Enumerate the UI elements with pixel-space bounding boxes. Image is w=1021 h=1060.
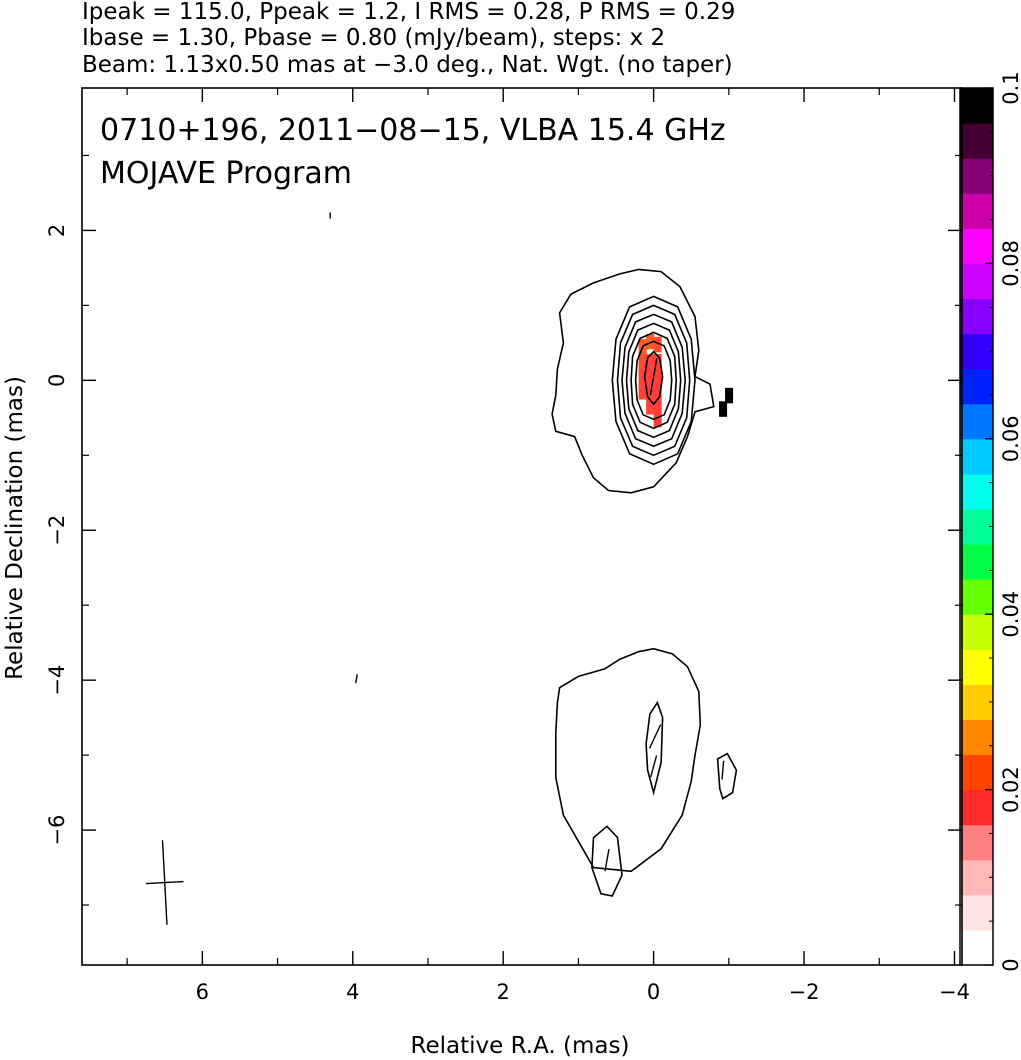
y-tick-label: −4 — [45, 665, 69, 696]
colorbar-swatch — [960, 508, 993, 545]
evpa-vector — [649, 358, 658, 396]
pol-pixel — [638, 384, 647, 400]
colorbar-swatch — [960, 123, 993, 159]
contour-core-ring-3 — [621, 313, 687, 448]
pol-pixel — [653, 411, 662, 428]
header-line-3: Beam: 1.13x0.50 mas at −3.0 deg., Nat. W… — [82, 52, 733, 78]
beam-minor-axis — [145, 880, 184, 885]
evpa-vector — [648, 724, 662, 749]
plot-frame — [81, 87, 963, 966]
header-line-1: Ipeak = 115.0, Ppeak = 1.2, I RMS = 0.28… — [82, 0, 735, 25]
colorbar-swatch — [960, 789, 993, 826]
colorbar-swatch — [960, 88, 993, 124]
colorbar-swatch — [960, 473, 993, 510]
y-tick-label: −2 — [45, 515, 69, 546]
colorbar-swatch — [960, 579, 993, 615]
colorbar-swatch — [960, 263, 993, 300]
pol-pixel — [725, 387, 734, 404]
colorbar: 0 0.02 0.04 0.06 0.08 0.1 — [959, 71, 1021, 972]
pol-pixel — [653, 384, 662, 400]
colorbar-swatch — [960, 754, 993, 791]
contour-core-ring-5 — [630, 331, 678, 430]
contour-jet-west-blob — [716, 752, 738, 800]
evpa-vector — [604, 848, 610, 872]
y-axis-ticks: −6 −4 −2 0 2 — [45, 154, 962, 906]
contour-core-inner — [643, 350, 664, 406]
colorbar-swatch — [960, 544, 993, 580]
contour-core-outer — [551, 268, 715, 494]
pol-pixel — [653, 399, 662, 415]
pol-pixel — [646, 369, 655, 385]
contour-jet-knot — [645, 700, 664, 796]
pol-pixel — [646, 399, 655, 415]
pol-pixel — [646, 384, 655, 400]
x-tick-label: −2 — [789, 980, 820, 1004]
contour-jet-outer — [555, 647, 702, 873]
evpa-vector — [721, 760, 725, 780]
colorbar-swatch — [960, 298, 993, 335]
contour-core-ring-4 — [625, 322, 682, 439]
contour-core-ring-1 — [611, 295, 696, 466]
colorbar-tick-label: 0.08 — [999, 240, 1021, 287]
x-tick-label: 6 — [196, 980, 209, 1004]
colorbar-swatch — [960, 193, 993, 229]
x-axis-ticks: 6 4 2 0 −2 −4 — [126, 88, 970, 1004]
colorbar-tick-label: 0.04 — [999, 591, 1021, 638]
chart-title: 0710+196, 2011−08−15, VLBA 15.4 GHz — [100, 113, 726, 148]
pol-pixel — [646, 354, 655, 370]
pol-pixel — [653, 354, 662, 370]
evpa-vector — [650, 755, 658, 778]
colorbar-swatch — [960, 649, 993, 685]
colorbar-swatch — [960, 894, 993, 931]
x-tick-label: 0 — [647, 980, 660, 1004]
contour-core-ring-2 — [616, 304, 691, 457]
contour-jet-east-blob — [591, 825, 623, 897]
pol-pixel — [653, 369, 662, 385]
y-tick-label: 2 — [45, 224, 69, 237]
evpa-vector — [355, 674, 359, 684]
colorbar-swatch — [960, 228, 993, 264]
beam-cross — [145, 840, 184, 925]
colorbar-swatch — [960, 719, 993, 756]
contour-core-ring-6 — [634, 340, 673, 421]
chart-subtitle: MOJAVE Program — [100, 156, 352, 191]
colorbar-swatch — [960, 684, 993, 721]
x-tick-label: −4 — [939, 980, 970, 1004]
pol-pixel — [638, 354, 647, 370]
colorbar-swatch — [960, 368, 993, 405]
pol-pixel — [646, 333, 655, 350]
x-axis-label: Relative R.A. (mas) — [411, 1033, 630, 1059]
colorbar-swatch — [960, 158, 993, 194]
colorbar-tick-label: 0 — [999, 958, 1021, 971]
pol-pixel — [719, 401, 728, 417]
header-line-2: Ibase = 1.30, Pbase = 0.80 (mJy/beam), s… — [82, 25, 665, 51]
colorbar-tick-label: 0.1 — [999, 71, 1021, 104]
colorbar-swatch — [960, 824, 993, 861]
evpa-vectors — [329, 212, 725, 872]
y-axis-label: Relative Declination (mas) — [2, 376, 28, 680]
y-tick-label: 0 — [45, 374, 69, 387]
y-tick-label: −6 — [45, 815, 69, 846]
pol-pixel — [638, 369, 647, 385]
colorbar-swatch — [960, 438, 993, 475]
colorbar-swatch — [960, 929, 993, 966]
x-tick-label: 4 — [346, 980, 359, 1004]
intensity-contours — [551, 268, 738, 897]
x-tick-label: 2 — [497, 980, 510, 1004]
pol-pixel — [653, 336, 662, 353]
colorbar-tick-label: 0.06 — [999, 415, 1021, 462]
colorbar-swatch — [960, 333, 993, 370]
colorbar-swatch — [960, 403, 993, 440]
colorbar-swatch — [960, 859, 993, 896]
colorbar-tick-label: 0.02 — [999, 766, 1021, 813]
colorbar-swatch — [960, 614, 993, 650]
